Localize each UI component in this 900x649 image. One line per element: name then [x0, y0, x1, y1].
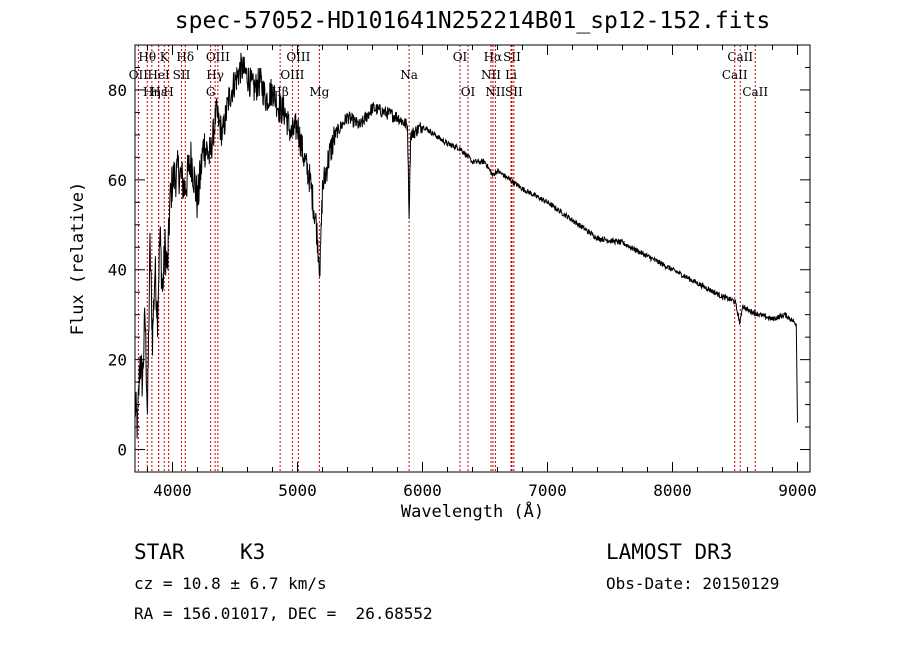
survey-name: LAMOST DR3	[606, 540, 733, 564]
marker-label-7: SII	[173, 68, 191, 82]
x-tick-label-1: 5000	[278, 481, 317, 500]
object-subclass: K3	[240, 540, 266, 564]
marker-label-26: CaII	[722, 68, 748, 82]
observation-date: Obs-Date: 20150129	[606, 574, 780, 593]
x-tick-label-0: 4000	[153, 481, 192, 500]
marker-label-10: Hγ	[206, 68, 224, 82]
marker-label-11: G	[206, 85, 216, 99]
marker-label-4: HeI	[147, 68, 170, 82]
marker-label-5: Hη	[143, 85, 161, 99]
y-axis-label: Flux (relative)	[68, 182, 88, 336]
marker-label-19: Hα	[484, 50, 503, 64]
chart-title: spec-57052-HD101641N252214B01_sp12-152.f…	[174, 8, 771, 34]
marker-label-17: OI	[453, 50, 468, 64]
y-tick-label-0: 0	[117, 441, 127, 460]
marker-label-0: Hθ	[138, 50, 156, 64]
marker-label-24: SII	[505, 85, 523, 99]
spectrum-series-line	[134, 52, 798, 439]
marker-label-23: NII	[485, 85, 505, 99]
marker-label-2: Hε	[150, 85, 167, 99]
x-tick-label-4: 8000	[653, 481, 692, 500]
marker-label-25: CaII	[727, 50, 753, 64]
x-tick-label-2: 6000	[403, 481, 442, 500]
marker-label-21: NII	[481, 68, 501, 82]
y-tick-label-1: 20	[108, 351, 127, 370]
marker-label-8: H	[163, 85, 173, 99]
coordinates: RA = 156.01017, DEC = 26.68552	[134, 604, 433, 623]
marker-label-27: CaII	[742, 85, 768, 99]
marker-label-1: OII	[129, 68, 149, 82]
marker-label-20: SII	[503, 50, 521, 64]
y-tick-label-2: 40	[108, 261, 127, 280]
marker-label-18: OI	[461, 85, 476, 99]
y-tick-label-4: 80	[108, 81, 127, 100]
marker-label-13: OIII	[280, 68, 304, 82]
marker-label-16: Na	[400, 68, 418, 82]
redshift-velocity: cz = 10.8 ± 6.7 km/s	[134, 574, 327, 593]
marker-label-22: Li	[505, 68, 517, 82]
object-class: STAR	[134, 540, 185, 564]
marker-label-12: OIII	[286, 50, 310, 64]
marker-label-3: K	[160, 50, 170, 64]
y-tick-label-3: 60	[108, 171, 127, 190]
marker-label-15: Mg	[309, 85, 329, 99]
plot-frame	[134, 44, 811, 473]
x-axis-label: Wavelength (Å)	[401, 500, 544, 522]
marker-label-9: OIII	[206, 50, 230, 64]
marker-label-6: Hδ	[176, 50, 194, 64]
x-tick-label-5: 9000	[778, 481, 817, 500]
x-tick-label-3: 7000	[528, 481, 567, 500]
